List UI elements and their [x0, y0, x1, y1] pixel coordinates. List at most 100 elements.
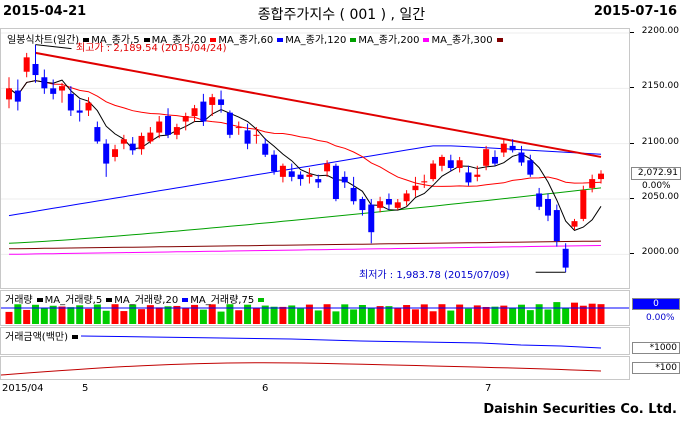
volume-bar [570, 302, 578, 324]
candle-body [120, 139, 127, 144]
volume-bar [76, 305, 84, 324]
candle-body [191, 108, 198, 116]
bottom-panel[interactable] [0, 356, 630, 380]
candle-body [76, 110, 83, 113]
candle-body [306, 174, 313, 177]
price-y-axis: 2200.00 2150.00 2100.00 2050.00 2000.00 [630, 26, 683, 289]
volume-bar [217, 311, 225, 324]
amount-legend-item: 거래금액(백만) [5, 332, 69, 343]
candle-body [483, 149, 490, 166]
volume-bar [111, 304, 119, 324]
candle-body [553, 210, 560, 242]
price-legend-swatch [143, 38, 150, 42]
volume-bar [138, 309, 146, 324]
volume-bar [314, 310, 322, 324]
candle-body [288, 171, 295, 177]
amount-chart[interactable] [1, 328, 629, 354]
volume-legend-item: MA_거래량,75 [190, 295, 255, 306]
candle-body [377, 201, 384, 208]
volume-bar [544, 309, 552, 324]
y-tick-mark [630, 198, 634, 199]
candle-body [85, 102, 92, 111]
volume-bar [173, 305, 181, 324]
volume-bar [191, 304, 199, 324]
candle-body [218, 99, 225, 105]
price-legend-item: MA_종가,5 [91, 35, 140, 46]
last-value-box: 2,072.91 [631, 167, 681, 180]
volume-bar [482, 306, 490, 324]
volume-panel[interactable]: 거래량 MA_거래량,5 MA_거래량,20 MA_거래량,75 [0, 290, 630, 326]
volume-bar [235, 310, 243, 324]
candle-body [509, 145, 516, 151]
volume-bar [155, 307, 163, 324]
candle-body [32, 63, 39, 76]
price-legend-item: MA_종가,120 [285, 35, 347, 46]
candle-body [253, 134, 260, 136]
price-legend-item: MA_종가,200 [358, 35, 420, 46]
candle-body [341, 176, 348, 183]
volume-bar [226, 304, 234, 324]
candle-body [324, 163, 331, 172]
trendline [35, 51, 602, 158]
candle-body [447, 160, 454, 169]
volume-value-box: 0 [632, 298, 680, 310]
candle-body [385, 199, 392, 205]
volume-bar [438, 304, 446, 324]
y-tick-label: 2200.00 [641, 26, 679, 36]
volume-legend-item: 거래량 [5, 295, 33, 306]
candle-body [403, 193, 410, 202]
candle-body [491, 156, 498, 164]
x-label-may: 5 [82, 383, 89, 394]
volume-legend-swatch [182, 298, 189, 302]
candle-body [129, 143, 136, 151]
price-legend-item: MA_종가,60 [218, 35, 274, 46]
bottom-curve [1, 362, 602, 376]
company-footer: Daishin Securities Co. Ltd. [483, 402, 677, 417]
volume-chart[interactable] [1, 291, 629, 325]
bottom-scale: *100 [632, 362, 680, 374]
y-tick-label: 2150.00 [641, 81, 679, 92]
volume-bar [579, 305, 587, 324]
candle-body [465, 172, 472, 183]
candle-body [173, 127, 180, 135]
volume-bar [252, 308, 260, 324]
candle-body [235, 127, 242, 129]
candle-body [580, 190, 587, 219]
candle-body [297, 174, 304, 180]
candle-body [456, 160, 463, 169]
volume-legend-item: MA_거래량,20 [114, 295, 179, 306]
price-chart[interactable] [1, 29, 629, 288]
candle-body [156, 121, 163, 133]
volume-bar [164, 306, 172, 324]
candle-body [50, 88, 57, 94]
volume-bar [261, 305, 269, 324]
volume-bar [420, 304, 428, 324]
volume-bar [358, 304, 366, 324]
bottom-chart[interactable] [1, 357, 629, 379]
volume-bar [535, 304, 543, 324]
y-tick-mark [630, 142, 634, 144]
candle-body [244, 130, 251, 144]
price-change-pct: 0.00% [642, 181, 671, 191]
candle-body [571, 221, 578, 227]
candle-body [589, 179, 596, 188]
volume-bar [208, 304, 216, 324]
amount-legend-swatch [72, 335, 79, 339]
candle-body [315, 179, 322, 183]
volume-bar [376, 306, 384, 324]
ma-20-line [8, 80, 602, 187]
volume-bar [279, 306, 287, 324]
volume-bar [456, 304, 464, 324]
volume-bar [102, 310, 110, 324]
candle-body [112, 149, 119, 157]
price-legend-swatch [277, 38, 284, 42]
volume-bar [553, 302, 561, 324]
volume-bar [473, 305, 481, 324]
volume-bar [40, 308, 48, 324]
price-panel[interactable]: 일봉식차트(일간) MA_종가,5 MA_종가,20 MA_종가,60 MA_종가,12… [0, 28, 630, 289]
volume-legend-swatch [106, 298, 113, 302]
amount-panel[interactable]: 거래금액(백만) [0, 327, 630, 355]
volume-bar [526, 310, 534, 324]
volume-bar [93, 304, 101, 324]
volume-bar [509, 308, 517, 324]
